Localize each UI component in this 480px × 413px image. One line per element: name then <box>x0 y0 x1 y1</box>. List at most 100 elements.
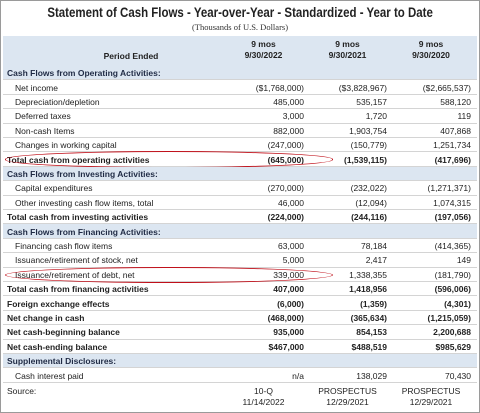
cell-value: n/a <box>292 370 304 381</box>
row-label: Non-cash Items <box>15 125 75 136</box>
row <box>3 296 477 311</box>
cell-value: (150,779) <box>350 140 387 151</box>
cell-value: (1,271,371) <box>427 183 471 194</box>
row-label: Issuance/retirement of stock, net <box>15 255 138 266</box>
cell-value: (181,790) <box>434 269 471 280</box>
column-header: 9 mos <box>418 39 444 49</box>
column-header: 9 mos <box>251 39 276 49</box>
cell-value: 46,000 <box>278 197 304 208</box>
row-label: Changes in working capital <box>15 140 117 151</box>
cell-value: ($1,768,000) <box>255 82 304 93</box>
row <box>3 80 477 95</box>
column-header: 9/30/2021 <box>328 50 367 60</box>
cell-value: (365,634) <box>350 313 387 323</box>
title-box: Statement of Cash Flows - Year-over-Year… <box>1 4 479 20</box>
source-value: PROSPECTUS <box>318 385 377 396</box>
row-label: Cash Flows from Investing Activities: <box>7 169 158 179</box>
row <box>3 124 477 138</box>
cell-value: (1,539,115) <box>343 154 387 165</box>
row-label: Other investing cash flow items, total <box>15 197 154 208</box>
cell-value: ($2,665,537) <box>422 82 471 93</box>
row <box>3 66 477 81</box>
row-label: Total cash from investing activities <box>7 212 149 223</box>
cell-value: $467,000 <box>268 341 304 352</box>
column-header: 9/30/2020 <box>412 50 450 60</box>
source-value: PROSPECTUS <box>401 385 461 396</box>
row-label: Cash interest paid <box>15 370 84 381</box>
source-value: 12/29/2021 <box>326 396 369 407</box>
cell-value: (270,000) <box>267 183 304 194</box>
title: Statement of Cash Flows - Year-over-Year… <box>47 4 433 20</box>
cell-value: (468,000) <box>267 313 304 323</box>
cell-value: (596,006) <box>434 284 471 295</box>
row-label: Total cash from financing activities <box>7 284 149 295</box>
row <box>3 109 477 124</box>
cell-value: (197,056) <box>434 212 471 223</box>
source-value: 12/29/2021 <box>409 396 453 407</box>
cell-value: (1,215,059) <box>427 313 471 323</box>
row-label: Foreign exchange effects <box>7 298 110 309</box>
cell-value: $488,519 <box>351 341 387 352</box>
column-header: 9 mos <box>335 39 360 49</box>
row <box>3 282 477 297</box>
column-header: 9/30/2022 <box>244 50 283 60</box>
row <box>3 166 477 182</box>
row <box>3 354 477 369</box>
row <box>3 224 477 239</box>
cell-value: 70,430 <box>445 370 471 381</box>
cell-value: 1,074,315 <box>433 197 471 208</box>
header-background <box>3 36 477 66</box>
cell-value: (4,301) <box>444 298 471 309</box>
row-label: Financing cash flow items <box>15 241 113 251</box>
row-label: Cash Flows from Financing Activities: <box>7 226 161 237</box>
cell-value: ($3,828,967) <box>338 82 387 93</box>
source-label: Source: <box>7 385 37 396</box>
cell-value: 78,184 <box>361 241 387 251</box>
cell-value: (232,022) <box>350 183 387 194</box>
cell-value: 119 <box>457 111 471 122</box>
cell-value: 149 <box>456 255 471 266</box>
cell-value: 3,000 <box>282 111 304 122</box>
cell-value: 407,868 <box>440 125 471 136</box>
row-label: Deferred taxes <box>15 111 71 122</box>
row <box>3 325 477 340</box>
cell-value: (247,000) <box>267 140 304 151</box>
cell-value: 935,000 <box>273 327 304 338</box>
row <box>3 196 477 210</box>
row <box>3 368 477 383</box>
source-value: 11/14/2022 <box>242 396 285 407</box>
row <box>3 340 477 354</box>
row-label: Net income <box>15 82 58 93</box>
row <box>3 181 477 196</box>
row-label: Supplemental Disclosures: <box>7 356 117 367</box>
cell-value: 63,000 <box>278 241 304 251</box>
row <box>3 239 477 254</box>
cell-value: 1,903,754 <box>349 125 387 136</box>
row <box>3 95 477 110</box>
cell-value: 2,417 <box>365 255 387 266</box>
source-value: 10-Q <box>254 385 273 396</box>
cell-value: 854,153 <box>356 327 387 338</box>
row-label: Net cash-ending balance <box>7 341 108 352</box>
cell-value: 407,000 <box>273 284 304 295</box>
row <box>3 210 477 225</box>
cell-value: $985,629 <box>435 341 471 352</box>
cell-value: (12,094) <box>355 197 387 208</box>
row <box>3 311 477 326</box>
highlight-oval <box>5 151 333 168</box>
cell-value: 882,000 <box>273 125 304 136</box>
row-label: Capital expenditures <box>15 183 93 194</box>
cell-value: 138,029 <box>356 370 387 381</box>
cell-value: 1,418,956 <box>349 284 387 295</box>
cell-value: (244,116) <box>351 212 387 223</box>
cell-value: (6,000) <box>277 298 304 309</box>
cell-value: 2,200,688 <box>433 327 471 338</box>
cell-value: 5,000 <box>282 255 304 266</box>
row-label: Net change in cash <box>7 313 85 323</box>
cell-value: (417,696) <box>434 154 471 165</box>
row-label: Net cash-beginning balance <box>7 327 120 338</box>
cell-value: 1,251,734 <box>433 140 471 151</box>
cell-value: 535,157 <box>356 97 387 107</box>
row-label: Cash Flows from Operating Activities: <box>7 68 161 79</box>
